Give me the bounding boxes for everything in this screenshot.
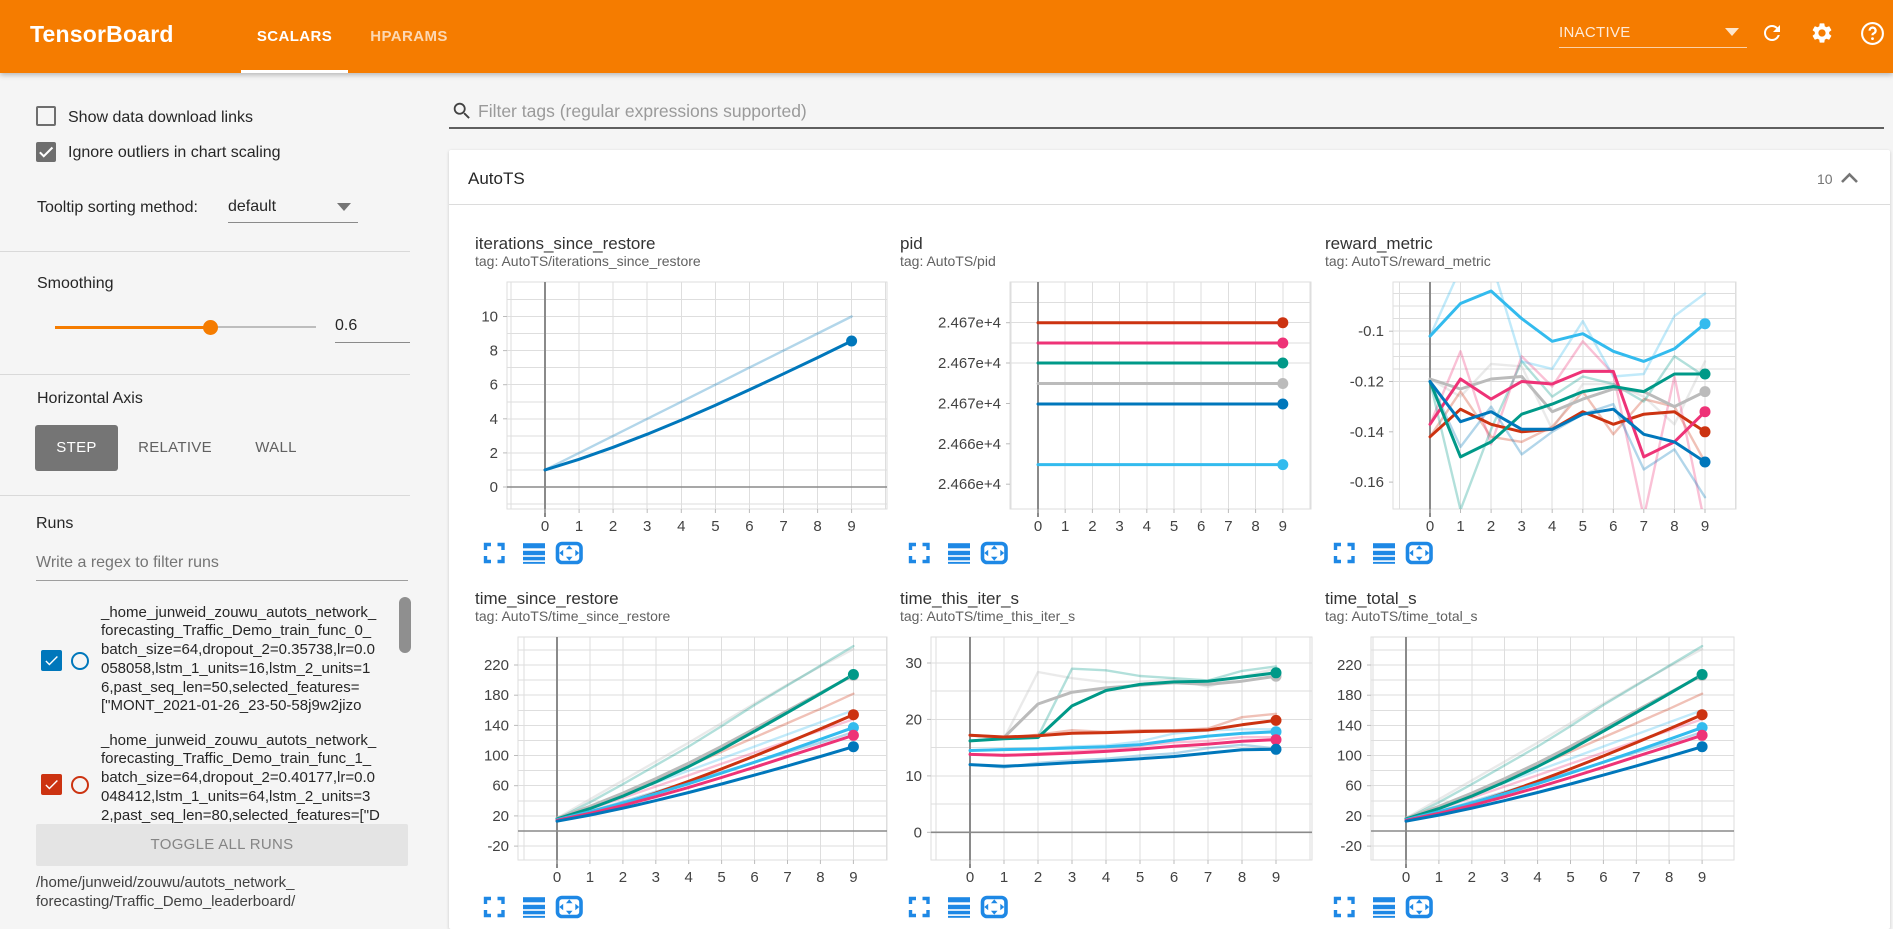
svg-text:1: 1 xyxy=(1061,518,1069,535)
svg-text:0: 0 xyxy=(914,824,922,841)
svg-text:-0.14: -0.14 xyxy=(1350,424,1384,441)
svg-text:220: 220 xyxy=(484,657,509,674)
svg-text:8: 8 xyxy=(1665,869,1673,886)
svg-text:2: 2 xyxy=(1487,518,1495,535)
svg-text:4: 4 xyxy=(1533,869,1541,886)
svg-text:6: 6 xyxy=(750,869,758,886)
svg-text:10: 10 xyxy=(481,309,498,326)
svg-text:2.466e+4: 2.466e+4 xyxy=(938,476,1001,493)
svg-text:60: 60 xyxy=(1345,778,1362,795)
svg-text:0: 0 xyxy=(966,869,974,886)
svg-text:7: 7 xyxy=(783,869,791,886)
svg-text:5: 5 xyxy=(1170,518,1178,535)
svg-text:5: 5 xyxy=(1136,869,1144,886)
svg-text:9: 9 xyxy=(849,869,857,886)
svg-text:6: 6 xyxy=(1609,518,1617,535)
svg-text:5: 5 xyxy=(1579,518,1587,535)
svg-text:2: 2 xyxy=(609,518,617,535)
svg-text:-0.1: -0.1 xyxy=(1358,323,1384,340)
svg-text:5: 5 xyxy=(717,869,725,886)
svg-text:3: 3 xyxy=(1115,518,1123,535)
svg-text:7: 7 xyxy=(1224,518,1232,535)
svg-text:8: 8 xyxy=(1670,518,1678,535)
svg-text:6: 6 xyxy=(490,377,498,394)
svg-text:3: 3 xyxy=(1518,518,1526,535)
svg-text:4: 4 xyxy=(1102,869,1110,886)
svg-text:0: 0 xyxy=(553,869,561,886)
svg-text:4: 4 xyxy=(1548,518,1556,535)
svg-text:3: 3 xyxy=(1068,869,1076,886)
svg-text:1: 1 xyxy=(1456,518,1464,535)
svg-text:2: 2 xyxy=(1034,869,1042,886)
svg-text:2.466e+4: 2.466e+4 xyxy=(938,436,1001,453)
svg-text:7: 7 xyxy=(1632,869,1640,886)
svg-text:9: 9 xyxy=(1698,869,1706,886)
svg-text:1: 1 xyxy=(586,869,594,886)
svg-text:8: 8 xyxy=(816,869,824,886)
svg-text:-20: -20 xyxy=(487,838,509,855)
svg-text:100: 100 xyxy=(484,748,509,765)
svg-text:3: 3 xyxy=(1501,869,1509,886)
svg-text:4: 4 xyxy=(677,518,685,535)
svg-text:10: 10 xyxy=(905,768,922,785)
svg-text:0: 0 xyxy=(1034,518,1042,535)
svg-text:7: 7 xyxy=(1204,869,1212,886)
svg-text:0: 0 xyxy=(490,479,498,496)
svg-text:7: 7 xyxy=(1640,518,1648,535)
svg-text:180: 180 xyxy=(1337,687,1362,704)
svg-text:7: 7 xyxy=(779,518,787,535)
svg-text:8: 8 xyxy=(490,343,498,360)
svg-text:-20: -20 xyxy=(1340,838,1362,855)
svg-text:8: 8 xyxy=(1251,518,1259,535)
svg-text:20: 20 xyxy=(492,808,509,825)
svg-text:140: 140 xyxy=(484,717,509,734)
svg-text:60: 60 xyxy=(492,778,509,795)
svg-text:0: 0 xyxy=(541,518,549,535)
svg-text:2: 2 xyxy=(1468,869,1476,886)
svg-text:4: 4 xyxy=(685,869,693,886)
svg-text:2.467e+4: 2.467e+4 xyxy=(938,396,1001,413)
svg-text:1: 1 xyxy=(1435,869,1443,886)
svg-text:6: 6 xyxy=(1170,869,1178,886)
svg-text:180: 180 xyxy=(484,687,509,704)
svg-text:9: 9 xyxy=(1701,518,1709,535)
svg-text:2: 2 xyxy=(1088,518,1096,535)
svg-text:9: 9 xyxy=(1279,518,1287,535)
svg-text:6: 6 xyxy=(1197,518,1205,535)
svg-text:2: 2 xyxy=(619,869,627,886)
svg-text:20: 20 xyxy=(1345,808,1362,825)
svg-text:2.467e+4: 2.467e+4 xyxy=(938,355,1001,372)
svg-text:5: 5 xyxy=(711,518,719,535)
svg-text:20: 20 xyxy=(905,711,922,728)
svg-text:2: 2 xyxy=(490,445,498,462)
svg-text:1: 1 xyxy=(1000,869,1008,886)
svg-text:-0.12: -0.12 xyxy=(1350,374,1384,391)
svg-text:9: 9 xyxy=(1272,869,1280,886)
svg-text:6: 6 xyxy=(745,518,753,535)
svg-text:5: 5 xyxy=(1566,869,1574,886)
svg-text:3: 3 xyxy=(643,518,651,535)
svg-text:4: 4 xyxy=(1143,518,1151,535)
svg-text:8: 8 xyxy=(1238,869,1246,886)
svg-text:3: 3 xyxy=(652,869,660,886)
svg-text:0: 0 xyxy=(1426,518,1434,535)
svg-text:140: 140 xyxy=(1337,717,1362,734)
svg-text:8: 8 xyxy=(813,518,821,535)
svg-text:220: 220 xyxy=(1337,657,1362,674)
svg-text:6: 6 xyxy=(1599,869,1607,886)
svg-text:100: 100 xyxy=(1337,748,1362,765)
svg-text:0: 0 xyxy=(1402,869,1410,886)
svg-text:30: 30 xyxy=(905,655,922,672)
svg-text:4: 4 xyxy=(490,411,498,428)
svg-text:2.467e+4: 2.467e+4 xyxy=(938,315,1001,332)
svg-text:1: 1 xyxy=(575,518,583,535)
svg-text:9: 9 xyxy=(847,518,855,535)
svg-text:-0.16: -0.16 xyxy=(1350,474,1384,491)
